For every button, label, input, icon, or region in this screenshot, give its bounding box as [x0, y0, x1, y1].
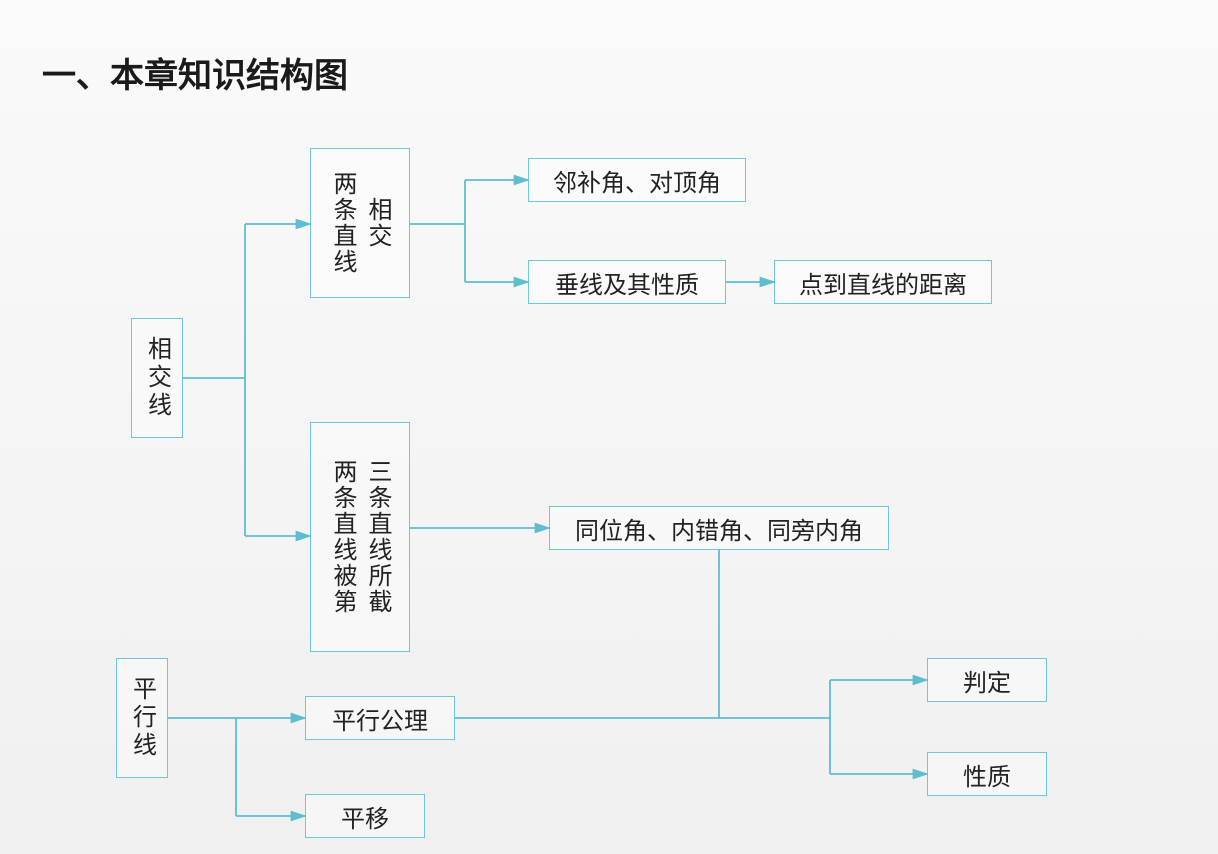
- node-translation: 平移: [305, 794, 425, 838]
- node-property: 性质: [927, 752, 1047, 796]
- node-two-lines-cut-by-third: 两条直线被第三条直线所截: [310, 422, 410, 652]
- node-perpendicular-properties: 垂线及其性质: [528, 260, 726, 304]
- node-intersecting-lines: 相交线: [131, 318, 183, 438]
- page-title: 一、本章知识结构图: [42, 48, 348, 97]
- node-parallel-axiom: 平行公理: [305, 696, 455, 740]
- node-point-to-line-distance: 点到直线的距离: [774, 260, 992, 304]
- node-parallel-lines: 平行线: [116, 658, 168, 778]
- node-two-lines-intersect: 两条直线相交: [310, 148, 410, 298]
- node-angle-types: 同位角、内错角、同旁内角: [549, 506, 889, 550]
- node-supplementary-vertical-angles: 邻补角、对顶角: [528, 158, 746, 202]
- node-judgment: 判定: [927, 658, 1047, 702]
